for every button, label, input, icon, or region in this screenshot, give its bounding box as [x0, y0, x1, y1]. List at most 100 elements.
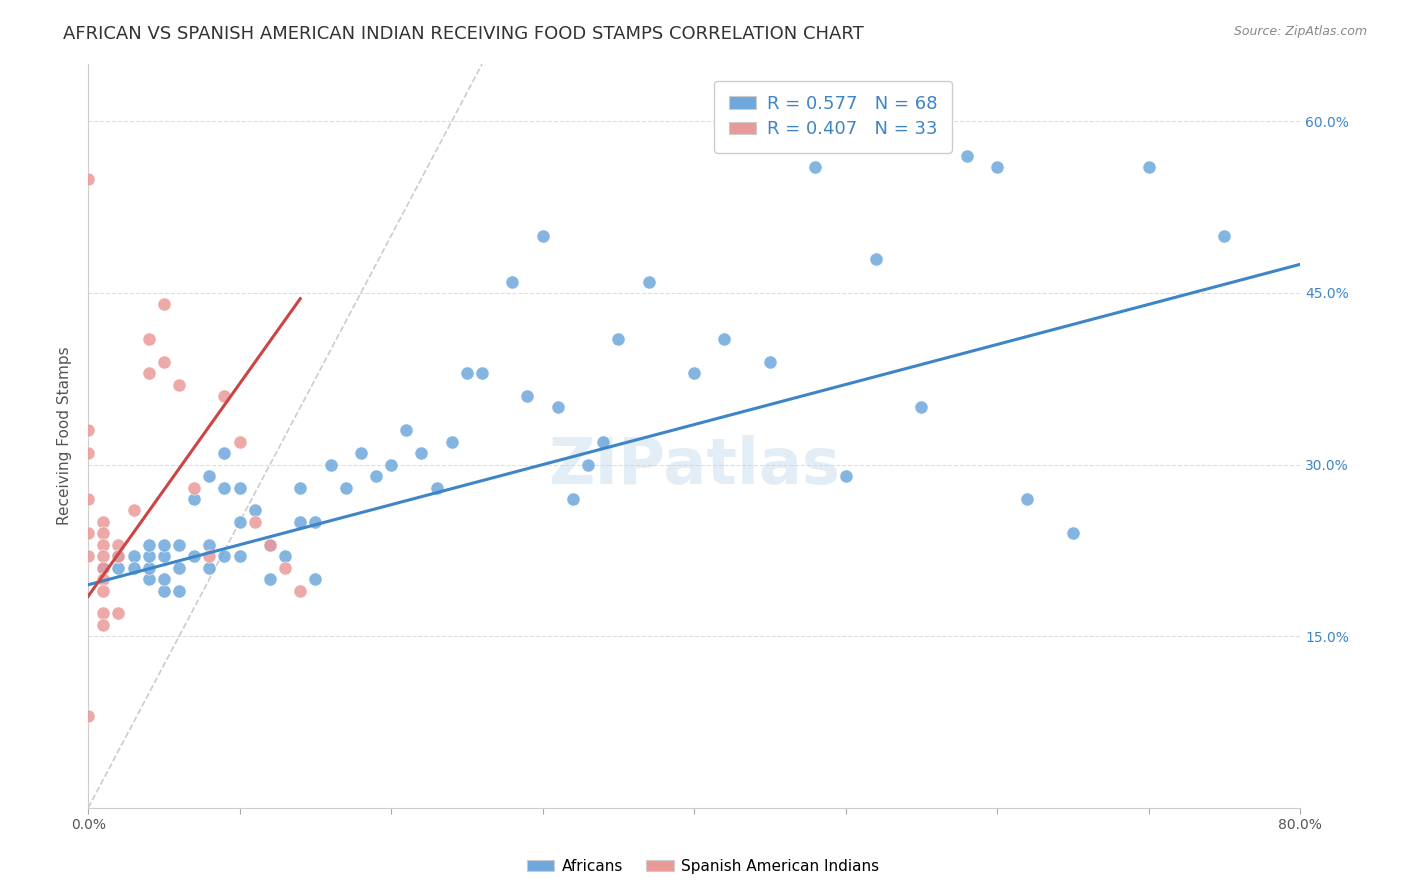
Point	[304, 515, 326, 529]
Point	[259, 538, 281, 552]
Point	[91, 572, 114, 586]
Point	[986, 160, 1008, 174]
Point	[561, 491, 583, 506]
Point	[153, 572, 176, 586]
Point	[183, 549, 205, 564]
Point	[411, 446, 433, 460]
Point	[138, 572, 160, 586]
Point	[274, 549, 297, 564]
Point	[138, 549, 160, 564]
Point	[426, 481, 449, 495]
Point	[228, 481, 250, 495]
Point	[290, 481, 312, 495]
Text: AFRICAN VS SPANISH AMERICAN INDIAN RECEIVING FOOD STAMPS CORRELATION CHART: AFRICAN VS SPANISH AMERICAN INDIAN RECEI…	[63, 25, 865, 43]
Point	[153, 538, 176, 552]
Point	[122, 549, 145, 564]
Point	[91, 515, 114, 529]
Point	[77, 526, 100, 541]
Point	[107, 549, 129, 564]
Point	[91, 560, 114, 574]
Point	[683, 366, 706, 380]
Point	[304, 572, 326, 586]
Point	[138, 332, 160, 346]
Point	[380, 458, 402, 472]
Point	[183, 491, 205, 506]
Point	[167, 560, 190, 574]
Point	[214, 389, 236, 403]
Point	[198, 549, 221, 564]
Point	[167, 538, 190, 552]
Point	[637, 275, 659, 289]
Point	[77, 423, 100, 437]
Point	[592, 434, 614, 449]
Point	[865, 252, 887, 266]
Point	[77, 549, 100, 564]
Point	[804, 160, 827, 174]
Point	[456, 366, 478, 380]
Point	[122, 503, 145, 517]
Point	[910, 401, 932, 415]
Point	[290, 583, 312, 598]
Point	[214, 481, 236, 495]
Point	[91, 538, 114, 552]
Point	[214, 446, 236, 460]
Point	[440, 434, 463, 449]
Text: ZIPatlas: ZIPatlas	[548, 434, 841, 497]
Point	[198, 560, 221, 574]
Point	[91, 549, 114, 564]
Point	[91, 526, 114, 541]
Point	[138, 366, 160, 380]
Point	[290, 515, 312, 529]
Point	[759, 354, 782, 368]
Point	[91, 560, 114, 574]
Point	[91, 607, 114, 621]
Point	[228, 549, 250, 564]
Point	[198, 469, 221, 483]
Point	[167, 583, 190, 598]
Point	[274, 560, 297, 574]
Point	[214, 549, 236, 564]
Point	[153, 549, 176, 564]
Point	[167, 377, 190, 392]
Point	[107, 538, 129, 552]
Point	[471, 366, 494, 380]
Point	[395, 423, 418, 437]
Point	[834, 469, 856, 483]
Point	[364, 469, 387, 483]
Point	[335, 481, 357, 495]
Point	[243, 503, 266, 517]
Point	[91, 583, 114, 598]
Point	[1062, 526, 1084, 541]
Point	[153, 583, 176, 598]
Y-axis label: Receiving Food Stamps: Receiving Food Stamps	[58, 347, 72, 525]
Point	[91, 618, 114, 632]
Point	[501, 275, 523, 289]
Legend: R = 0.577   N = 68, R = 0.407   N = 33: R = 0.577 N = 68, R = 0.407 N = 33	[714, 80, 952, 153]
Point	[77, 709, 100, 723]
Text: Source: ZipAtlas.com: Source: ZipAtlas.com	[1233, 25, 1367, 38]
Point	[350, 446, 373, 460]
Point	[77, 171, 100, 186]
Point	[576, 458, 599, 472]
Point	[607, 332, 630, 346]
Point	[259, 538, 281, 552]
Point	[138, 560, 160, 574]
Point	[319, 458, 342, 472]
Point	[713, 332, 735, 346]
Point	[77, 491, 100, 506]
Point	[153, 354, 176, 368]
Point	[516, 389, 538, 403]
Point	[122, 560, 145, 574]
Point	[107, 607, 129, 621]
Point	[153, 297, 176, 311]
Point	[183, 481, 205, 495]
Point	[956, 148, 979, 162]
Point	[1213, 228, 1236, 243]
Legend: Africans, Spanish American Indians: Africans, Spanish American Indians	[520, 853, 886, 880]
Point	[107, 549, 129, 564]
Point	[1137, 160, 1160, 174]
Point	[77, 446, 100, 460]
Point	[531, 228, 554, 243]
Point	[259, 572, 281, 586]
Point	[198, 538, 221, 552]
